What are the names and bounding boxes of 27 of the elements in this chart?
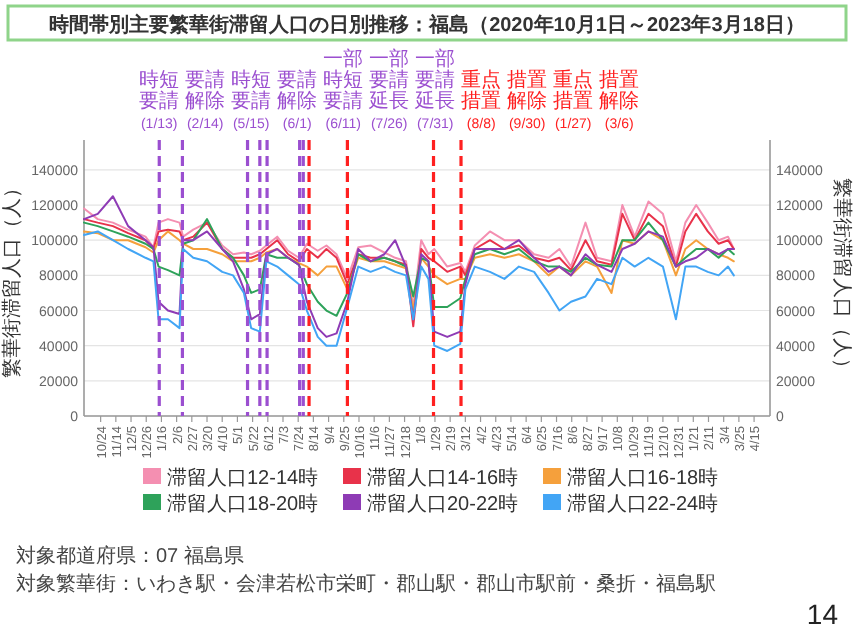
ref-line-label: 要請解除(2/14) bbox=[185, 68, 226, 132]
legend-label: 滞留人口22-24時 bbox=[567, 492, 719, 516]
chart-title: 時間帯別主要繁華街滞留人口の日別推移：福島（2020年10月1日～2023年3月18日） bbox=[49, 13, 805, 37]
line-series bbox=[83, 195, 735, 338]
ref-line-label: 一部時短要請(6/11) bbox=[323, 47, 364, 132]
legend-label: 滞留人口12-14時 bbox=[167, 466, 319, 490]
ref-line-label: 時短要請(5/15) bbox=[231, 68, 272, 132]
y2-axis-title: 繁華街滞留人口（人） bbox=[830, 178, 854, 378]
ref-line-label: 要請解除(6/1) bbox=[277, 68, 318, 132]
ref-line-label: 措置解除(9/30) bbox=[507, 68, 548, 132]
line-series bbox=[83, 230, 735, 352]
ref-line-label: 措置解除(3/6) bbox=[599, 68, 640, 132]
line-series bbox=[83, 200, 735, 308]
text: 14 bbox=[806, 598, 839, 630]
ref-line-label: 重点措置(8/8) bbox=[461, 68, 502, 132]
legend-label: 滞留人口18-20時 bbox=[167, 492, 319, 516]
text: 対象都道府県：07 福島県 bbox=[16, 544, 244, 568]
legend-label: 滞留人口14-16時 bbox=[367, 466, 519, 490]
ref-line-label: 一部要請延長(7/31) bbox=[413, 47, 456, 132]
text: 対象繁華街：いわき駅・会津若松市栄町・郡山駅・郡山市駅前・桑折・福島駅 bbox=[16, 572, 716, 596]
ref-line-label: 重点措置(1/27) bbox=[553, 68, 594, 132]
ref-line-label: 一部要請延長(7/26) bbox=[367, 47, 410, 132]
legend-label: 滞留人口16-18時 bbox=[567, 466, 719, 490]
ref-line-label: 時短要請(1/13) bbox=[139, 68, 180, 132]
y-axis-title: 繁華街滞留人口（人） bbox=[0, 178, 24, 378]
line-series bbox=[83, 230, 735, 312]
legend-label: 滞留人口20-22時 bbox=[367, 492, 519, 516]
